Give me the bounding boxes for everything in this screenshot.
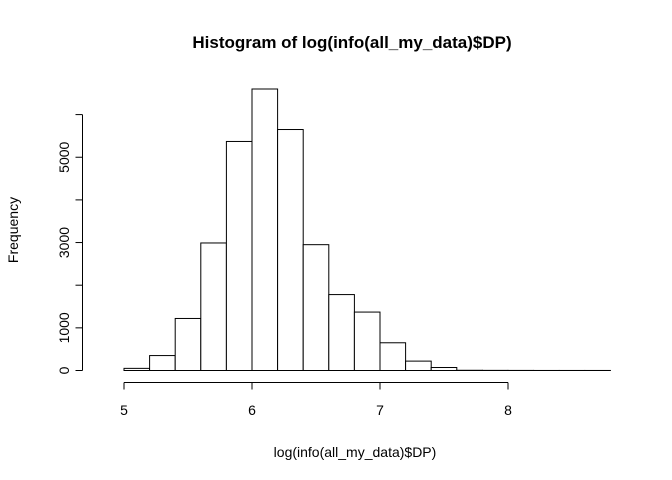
chart-title: Histogram of log(info(all_my_data)$DP) — [192, 33, 511, 52]
y-axis: 0 1000 3000 5000 — [56, 114, 83, 374]
x-tick-label: 5 — [120, 402, 128, 418]
y-tick-label: 0 — [56, 366, 72, 374]
histogram-bar — [430, 367, 458, 372]
y-tick-label: 5000 — [56, 141, 72, 172]
histogram-bar — [174, 317, 202, 371]
histogram-bar — [200, 242, 227, 371]
histogram-bar — [328, 294, 355, 371]
x-tick-label: 7 — [376, 402, 384, 418]
x-tick-label: 6 — [248, 402, 256, 418]
histogram-bar — [123, 367, 151, 372]
y-tick-label: 3000 — [56, 227, 72, 258]
histogram-bar — [302, 244, 330, 371]
histogram-bar — [353, 311, 381, 371]
histogram-bar — [225, 140, 253, 371]
histogram-bar — [251, 88, 279, 371]
histogram-bar — [149, 355, 176, 371]
x-axis: 5 6 7 8 — [120, 382, 512, 418]
histogram-bars — [123, 88, 611, 372]
histogram-bar — [277, 129, 304, 371]
histogram-bar — [405, 360, 432, 372]
y-tick-label: 1000 — [56, 312, 72, 343]
y-axis-label: Frequency — [5, 197, 21, 263]
histogram-bar — [379, 342, 407, 372]
x-tick-label: 8 — [504, 402, 512, 418]
x-axis-label: log(info(all_my_data)$DP) — [274, 444, 437, 460]
